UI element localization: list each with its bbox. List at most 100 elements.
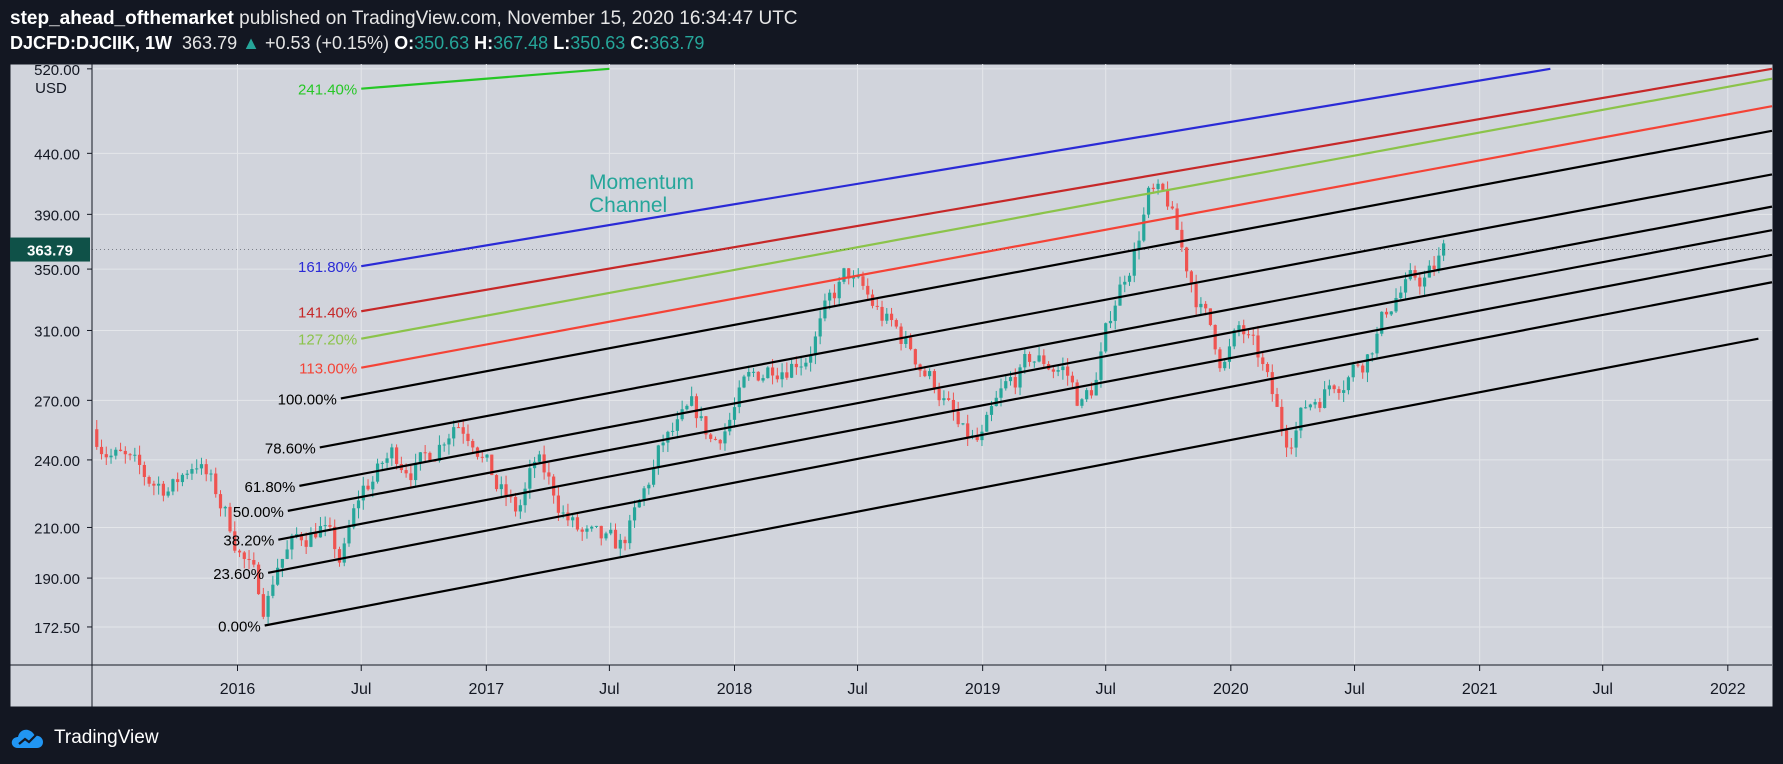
candle-down [509, 496, 513, 498]
candle-down [204, 464, 208, 475]
candle-up [1032, 361, 1036, 363]
candle-down [870, 294, 875, 306]
tradingview-logo[interactable]: TradingView [10, 724, 159, 752]
candle-up [1146, 187, 1151, 215]
candle-down [556, 495, 561, 513]
candle-up [585, 528, 589, 532]
candle-up [723, 431, 727, 444]
candle-down [966, 423, 970, 437]
candle-down [1189, 271, 1193, 284]
candle-down [889, 313, 894, 321]
candle-up [1080, 399, 1084, 406]
channel-line [278, 253, 1773, 541]
candle-up [1399, 292, 1403, 298]
candle-up [180, 474, 185, 483]
candle-down [775, 375, 779, 380]
candle-down [466, 433, 470, 442]
symbol-name[interactable]: DJCFD:DJCIIK, 1W [10, 33, 173, 53]
channel-label: 113.00% [299, 361, 357, 378]
high-label: H: [474, 33, 494, 53]
y-tick-label: 240.00 [34, 453, 80, 470]
candle-down [932, 371, 936, 389]
candle-up [523, 488, 527, 506]
candle-down [1265, 364, 1270, 373]
candle-down [1418, 277, 1422, 287]
candle-down [233, 531, 237, 551]
footer-brand: TradingView [54, 727, 159, 748]
author-name[interactable]: step_ahead_ofthemarket [10, 8, 234, 29]
candle-down [599, 525, 603, 539]
candle-up [309, 532, 313, 547]
candle-up [728, 419, 732, 432]
candle-up [199, 464, 204, 469]
candle-up [837, 281, 841, 299]
candle-up [809, 355, 813, 363]
candle-down [1332, 385, 1336, 390]
candle-down [923, 370, 927, 377]
candle-up [604, 533, 608, 539]
candle-down [214, 473, 218, 495]
candle-down [1432, 265, 1436, 270]
candle-up [276, 567, 280, 585]
candle-up [442, 444, 446, 446]
candle-up [675, 419, 679, 431]
candle-up [1323, 389, 1327, 408]
candle-up [528, 468, 532, 489]
candle-up [1365, 354, 1370, 373]
candle-down [471, 441, 475, 448]
candle-down [428, 452, 432, 461]
candle-up [1108, 320, 1113, 324]
candle-up [1346, 377, 1351, 391]
candle-up [347, 527, 351, 544]
candle-down [880, 306, 884, 321]
x-tick-label: 2016 [220, 681, 256, 698]
candle-up [761, 378, 765, 381]
candle-up [352, 508, 356, 528]
candle-down [547, 472, 551, 477]
candle-up [195, 468, 199, 470]
candle-down [1284, 430, 1289, 448]
candle-down [875, 305, 879, 307]
candle-up [699, 416, 703, 419]
candle-down [423, 452, 427, 454]
candle-down [123, 450, 127, 455]
channel-label: 127.20% [298, 332, 357, 349]
candle-up [799, 366, 803, 368]
price-change: +0.53 (+0.15%) [264, 33, 390, 53]
grid [92, 64, 1772, 665]
candle-down [709, 434, 713, 439]
candle-up [642, 488, 646, 501]
x-tick-label: Jul [1344, 681, 1364, 698]
candle-down [1204, 303, 1208, 309]
channel-line [267, 281, 1773, 574]
candle-down [366, 485, 370, 490]
candle-up [985, 414, 989, 432]
axes: 520.00 440.00 390.00 350.00 310.00 270.00 240.… [10, 62, 1772, 707]
candle-up [285, 549, 289, 559]
candle-up [437, 444, 442, 461]
candle-up [571, 517, 575, 521]
candle-up [1037, 355, 1041, 362]
y-tick-label: 190.00 [34, 571, 80, 588]
open-label: O: [394, 33, 415, 53]
candle-down [1218, 349, 1222, 369]
candle-down [1337, 389, 1341, 393]
candle-up [685, 405, 689, 410]
candle-down [513, 497, 518, 512]
candle-up [666, 431, 670, 443]
candle-up [280, 558, 284, 568]
candle-down [95, 429, 99, 447]
candle-down [252, 560, 256, 565]
candle-up [356, 500, 361, 509]
candle-up [1137, 240, 1141, 250]
candle-up [1085, 390, 1089, 400]
candle-down [580, 529, 584, 532]
candle-down [704, 416, 708, 435]
y-tick-label: 520.00 [34, 62, 80, 79]
candle-up [904, 337, 908, 344]
candle-up [1056, 370, 1060, 372]
candle-down [328, 525, 332, 527]
channel-label: 0.00% [218, 618, 261, 635]
candle-up [290, 535, 294, 550]
